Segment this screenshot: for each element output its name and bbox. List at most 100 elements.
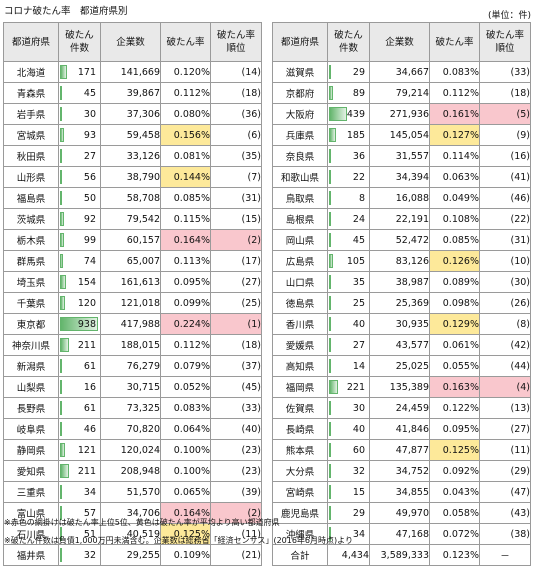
header-pref: 都道府県	[272, 22, 328, 62]
companies-value: 59,458	[100, 124, 161, 146]
cases-bar	[329, 233, 331, 247]
cases-value: 211	[77, 339, 96, 351]
cases-bar	[329, 506, 331, 520]
cases-cell: 60	[327, 439, 370, 461]
rate-value: 0.161%	[429, 103, 480, 125]
header-companies: 企業数	[369, 22, 430, 62]
cases-bar	[60, 401, 62, 415]
rank-value: (47)	[479, 481, 531, 503]
rate-value: 0.114%	[429, 145, 480, 167]
table-row: 福島県 50 58,708 0.085% (31)	[3, 187, 262, 209]
rank-value: (14)	[210, 61, 262, 83]
rank-value: (41)	[479, 166, 531, 188]
pref-name: 奈良県	[272, 145, 328, 167]
companies-value: 22,191	[369, 208, 430, 230]
rank-value: (29)	[479, 460, 531, 482]
total-cases: 4,434	[327, 544, 370, 566]
cases-cell: 40	[327, 313, 370, 335]
pref-name: 兵庫県	[272, 124, 328, 146]
rate-value: 0.083%	[429, 61, 480, 83]
cases-bar	[329, 191, 331, 205]
cases-bar	[329, 86, 333, 100]
companies-value: 73,325	[100, 397, 161, 419]
cases-cell: 34	[327, 523, 370, 545]
cases-cell: 185	[327, 124, 370, 146]
cases-value: 154	[77, 276, 96, 288]
cases-bar	[329, 254, 333, 268]
cases-cell: 40	[327, 418, 370, 440]
rank-value: (10)	[479, 250, 531, 272]
cases-value: 45	[83, 87, 96, 99]
cases-cell: 30	[327, 397, 370, 419]
pref-name: 高知県	[272, 355, 328, 377]
cases-cell: 35	[327, 271, 370, 293]
cases-cell: 57	[58, 502, 101, 524]
rank-value: (9)	[479, 124, 531, 146]
pref-name: 熊本県	[272, 439, 328, 461]
header-rank-line1: 破たん率	[216, 30, 255, 41]
companies-value: 70,820	[100, 418, 161, 440]
cases-bar	[60, 338, 69, 352]
rank-value: (18)	[479, 82, 531, 104]
cases-cell: 27	[327, 334, 370, 356]
pref-name: 秋田県	[3, 145, 59, 167]
companies-value: 47,877	[369, 439, 430, 461]
table-row: 沖縄県 34 47,168 0.072% (38)	[272, 523, 531, 545]
cases-cell: 171	[58, 61, 101, 83]
table-row: 島根県 24 22,191 0.108% (22)	[272, 208, 531, 230]
rank-value: (35)	[210, 145, 262, 167]
cases-cell: 32	[327, 460, 370, 482]
cases-cell: 32	[58, 544, 101, 566]
companies-value: 43,577	[369, 334, 430, 356]
rank-value: (6)	[210, 124, 262, 146]
rate-value: 0.055%	[429, 355, 480, 377]
cases-cell: 221	[327, 376, 370, 398]
cases-cell: 121	[58, 439, 101, 461]
pref-name: 山口県	[272, 271, 328, 293]
rank-value: (25)	[210, 292, 262, 314]
cases-bar	[60, 359, 62, 373]
note-source: ※破たん件数は負債1,000万円未満含む。企業数は総務省「経済センサス」(201…	[4, 536, 353, 545]
cases-value: 27	[352, 339, 365, 351]
pref-name: 愛知県	[3, 460, 59, 482]
cases-bar	[60, 296, 65, 310]
cases-value: 30	[83, 108, 96, 120]
cases-cell: 27	[58, 145, 101, 167]
companies-value: 271,936	[369, 103, 430, 125]
rank-value: (39)	[210, 481, 262, 503]
cases-bar	[329, 107, 347, 121]
companies-value: 25,025	[369, 355, 430, 377]
companies-value: 121,018	[100, 292, 161, 314]
table-row: 長崎県 40 41,846 0.095% (27)	[272, 418, 531, 440]
cases-cell: 938	[58, 313, 101, 335]
cases-cell: 93	[58, 124, 101, 146]
cases-cell: 211	[58, 460, 101, 482]
cases-bar	[60, 506, 62, 520]
cases-cell: 29	[327, 61, 370, 83]
cases-bar	[329, 128, 336, 142]
pref-name: 宮崎県	[272, 481, 328, 503]
rank-value: (43)	[479, 502, 531, 524]
cases-value: 61	[83, 360, 96, 372]
cases-bar	[329, 317, 331, 331]
pref-name: 島根県	[272, 208, 328, 230]
table-row: 大分県 32 34,752 0.092% (29)	[272, 460, 531, 482]
cases-value: 32	[352, 465, 365, 477]
pref-name: 広島県	[272, 250, 328, 272]
table-row: 岡山県 45 52,472 0.085% (31)	[272, 229, 531, 251]
pref-name: 東京都	[3, 313, 59, 335]
companies-value: 52,472	[369, 229, 430, 251]
cases-cell: 36	[327, 145, 370, 167]
cases-value: 22	[352, 171, 365, 183]
table-row: 東京都 938 417,988 0.224% (1)	[3, 313, 262, 335]
cases-cell: 22	[327, 166, 370, 188]
cases-bar	[329, 443, 331, 457]
companies-value: 34,394	[369, 166, 430, 188]
header-rate: 破たん率	[429, 22, 480, 62]
cases-cell: 50	[58, 187, 101, 209]
header-rank-line1: 破たん率	[485, 30, 524, 41]
pref-name: 群馬県	[3, 250, 59, 272]
cases-value: 121	[77, 444, 96, 456]
cases-bar	[329, 275, 331, 289]
rate-value: 0.115%	[160, 208, 211, 230]
